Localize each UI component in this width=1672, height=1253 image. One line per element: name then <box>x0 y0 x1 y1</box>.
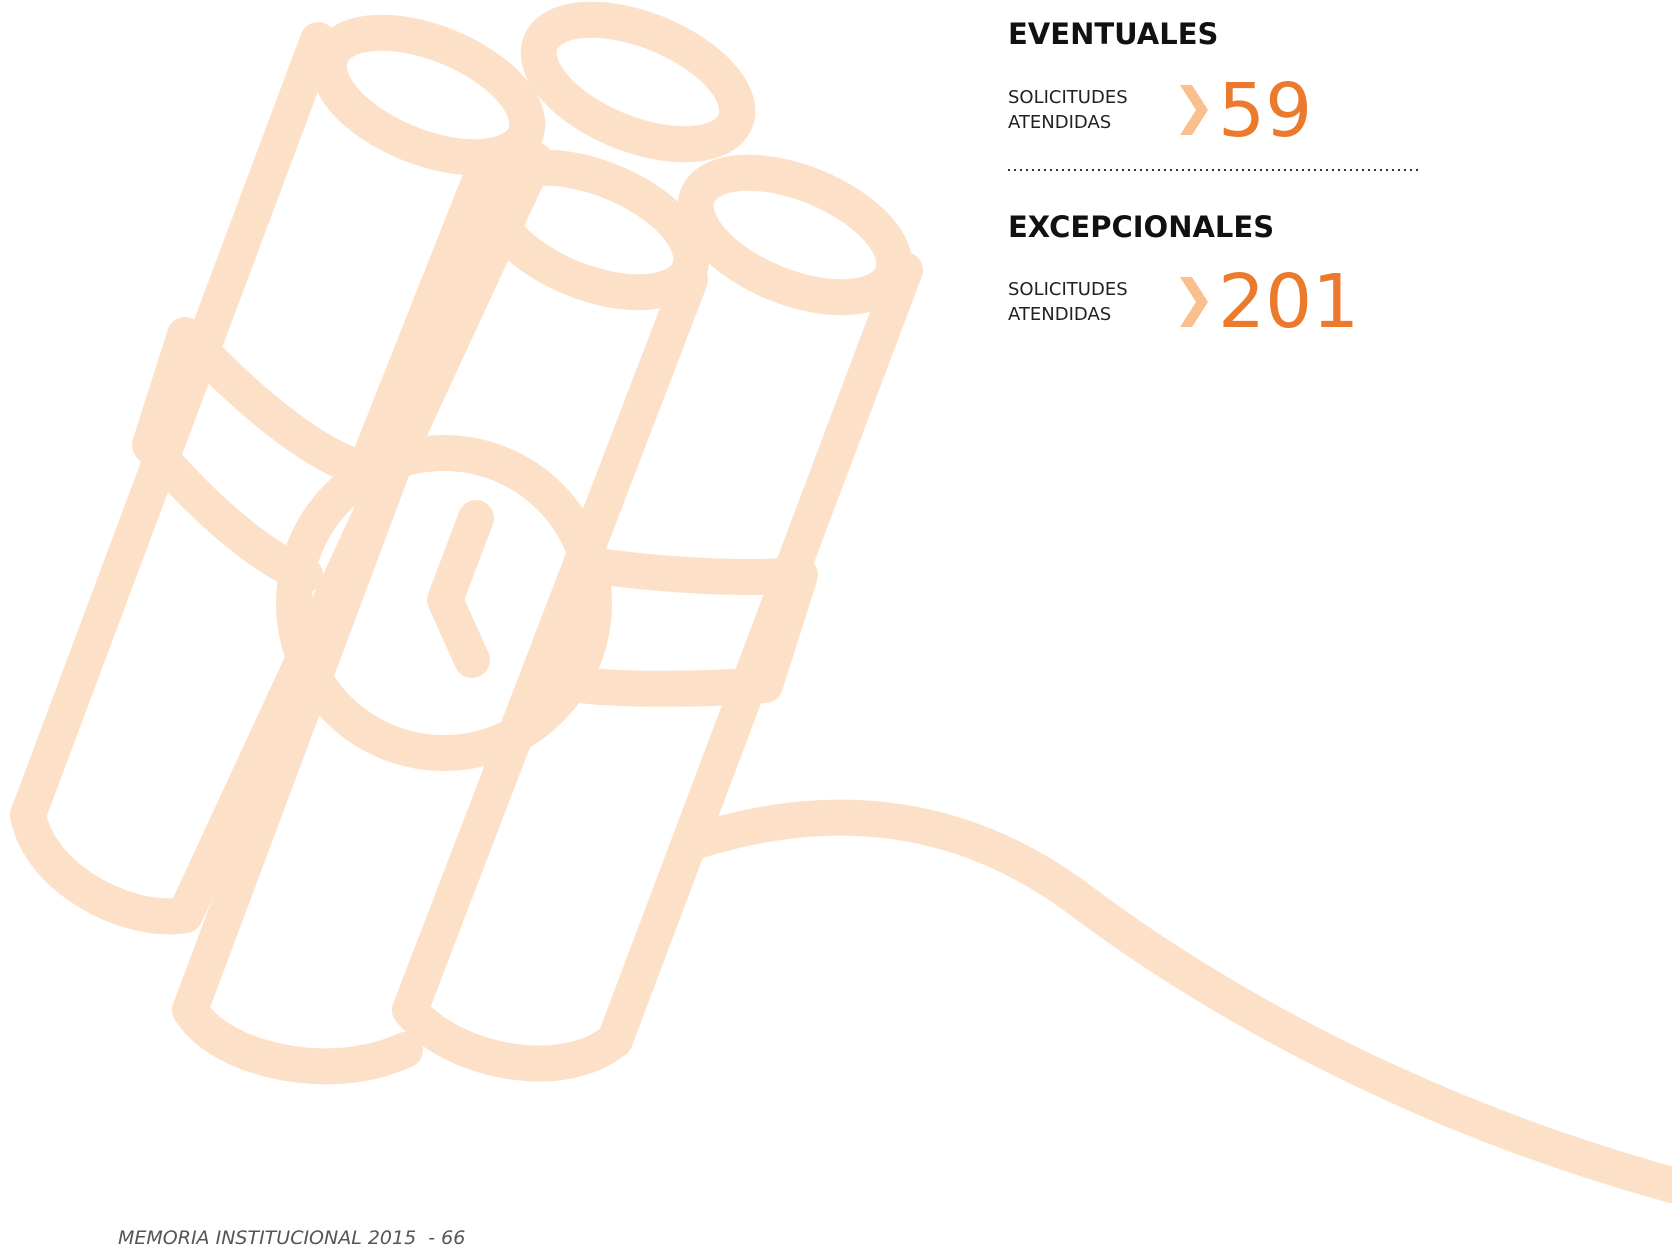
section-value: 59 <box>1218 68 1312 154</box>
footer: MEMORIA INSTITUCIONAL 2015 - 66 <box>118 1227 465 1249</box>
section-title: EVENTUALES <box>1008 17 1218 51</box>
dynamite-illustration <box>28 0 1672 1185</box>
section-label: ATENDIDAS <box>1008 112 1111 133</box>
section-label: SOLICITUDES <box>1008 87 1128 108</box>
chevron <box>1180 85 1208 135</box>
section-title: EXCEPCIONALES <box>1008 210 1274 244</box>
page-canvas: EVENTUALES SOLICITUDES ATENDIDAS 59 EXCE… <box>0 0 1672 1253</box>
section-label: SOLICITUDES <box>1008 279 1128 300</box>
section-label: ATENDIDAS <box>1008 304 1111 325</box>
page: EVENTUALES SOLICITUDES ATENDIDAS 59 EXCE… <box>0 0 1672 1253</box>
chevron <box>1180 277 1208 327</box>
section-value: 201 <box>1218 259 1359 345</box>
